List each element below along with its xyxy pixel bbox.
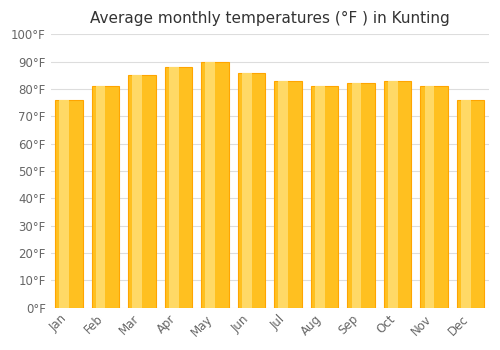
Bar [424,86,434,308]
Bar [60,100,69,308]
Bar [128,75,156,308]
Bar [348,83,375,308]
Bar [92,86,119,308]
Title: Average monthly temperatures (°F ) in Kunting: Average monthly temperatures (°F ) in Ku… [90,11,450,26]
Bar [461,100,470,308]
Bar [206,62,215,308]
Bar [420,86,448,308]
Bar [56,100,82,308]
Bar [311,86,338,308]
Bar [384,81,411,308]
Bar [169,67,178,308]
Bar [202,62,228,308]
Bar [96,86,106,308]
Bar [165,67,192,308]
Bar [274,81,302,308]
Bar [352,83,361,308]
Bar [278,81,288,308]
Bar [238,72,265,308]
Bar [457,100,484,308]
Bar [132,75,142,308]
Bar [242,72,252,308]
Bar [388,81,398,308]
Bar [315,86,324,308]
